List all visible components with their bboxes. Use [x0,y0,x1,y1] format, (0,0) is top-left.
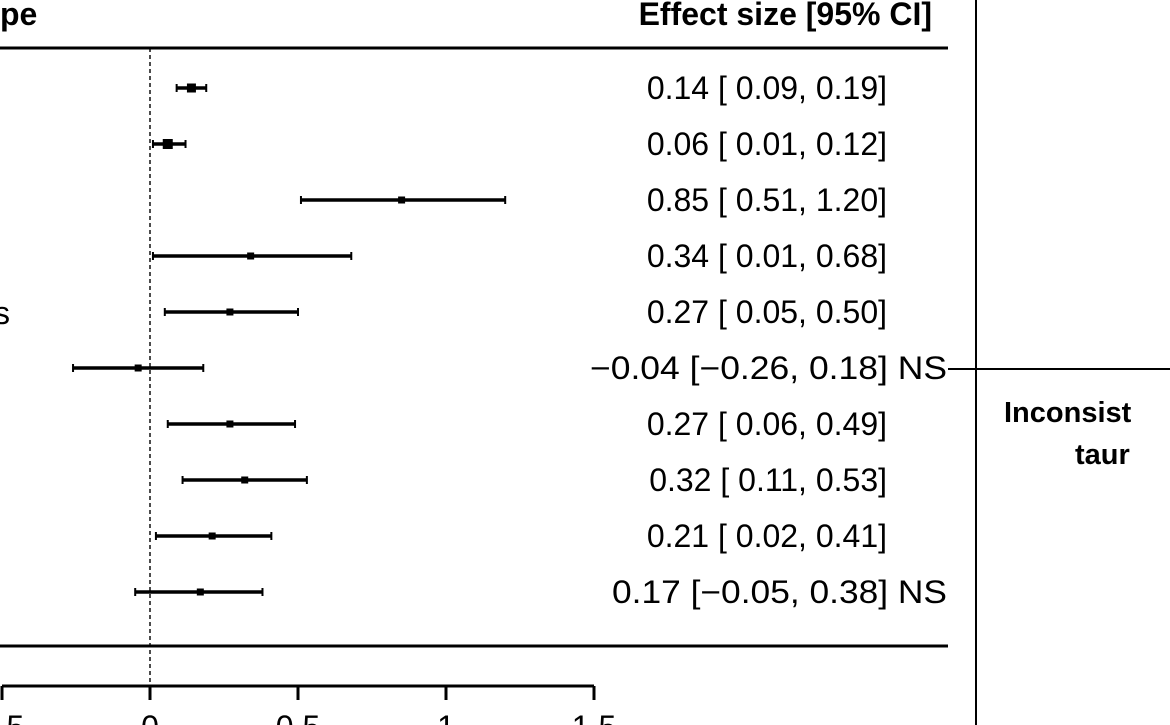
header-effect-size-label: Effect size [95% CI] [639,0,932,32]
effect-size-label: 0.06 [ 0.01, 0.12] [647,126,887,162]
x-tick-label: 1.5 [572,709,616,725]
effect-size-label: −0.04 [−0.26, 0.18] NS [590,350,947,386]
effect-size-label: 0.32 [ 0.11, 0.53] [649,462,887,498]
point-estimate-marker [226,308,234,316]
x-tick-label: 1 [437,709,455,725]
forest-row: 0.14 [ 0.09, 0.19] [175,70,887,106]
point-estimate-marker [247,252,255,260]
forest-row: −0.04 [−0.26, 0.18] NS [72,350,947,386]
point-estimate-marker [186,83,196,93]
effect-size-label: 0.85 [ 0.51, 1.20] [647,182,887,218]
forest-row: 0.21 [ 0.02, 0.41] [154,518,887,554]
forest-row: 0.27 [ 0.06, 0.49] [166,406,887,442]
effect-size-label: 0.27 [ 0.06, 0.49] [647,406,887,442]
point-estimate-marker [196,588,204,596]
x-axis: 0.5 0 0.5 1 1.5 [0,684,616,725]
effect-size-label: 0.14 [ 0.09, 0.19] [647,70,887,106]
forest-row: 0.06 [ 0.01, 0.12] [151,126,887,162]
effect-size-label: 0.34 [ 0.01, 0.68] [647,238,887,274]
x-tick-label: 0.5 [276,709,320,725]
side-panel-line-2: taur [1075,439,1130,471]
row-left-fragment: s [0,295,10,331]
forest-rows: 0.14 [ 0.09, 0.19] 0.06 [ 0.01, 0.12] 0.85… [72,70,947,610]
point-estimate-marker [398,196,406,204]
header-left-label: pe [0,0,37,32]
forest-row: 0.32 [ 0.11, 0.53] [181,462,887,498]
point-estimate-marker [134,364,142,372]
point-estimate-marker [162,139,173,149]
effect-size-label: 0.21 [ 0.02, 0.41] [647,518,887,554]
forest-row: 0.27 [ 0.05, 0.50] [163,294,887,330]
forest-row: 0.85 [ 0.51, 1.20] [299,182,887,218]
forest-row: 0.34 [ 0.01, 0.68] [151,238,887,274]
x-tick-label: 0 [141,709,159,725]
effect-size-label: 0.27 [ 0.05, 0.50] [647,294,887,330]
forest-row: 0.17 [−0.05, 0.38] NS [134,574,947,610]
side-panel-line-1: Inconsist [1004,397,1132,429]
point-estimate-marker [241,476,249,484]
point-estimate-marker [208,532,216,540]
point-estimate-marker [226,420,234,428]
x-tick-label: 0.5 [0,709,24,725]
effect-size-label: 0.17 [−0.05, 0.38] NS [612,574,947,610]
